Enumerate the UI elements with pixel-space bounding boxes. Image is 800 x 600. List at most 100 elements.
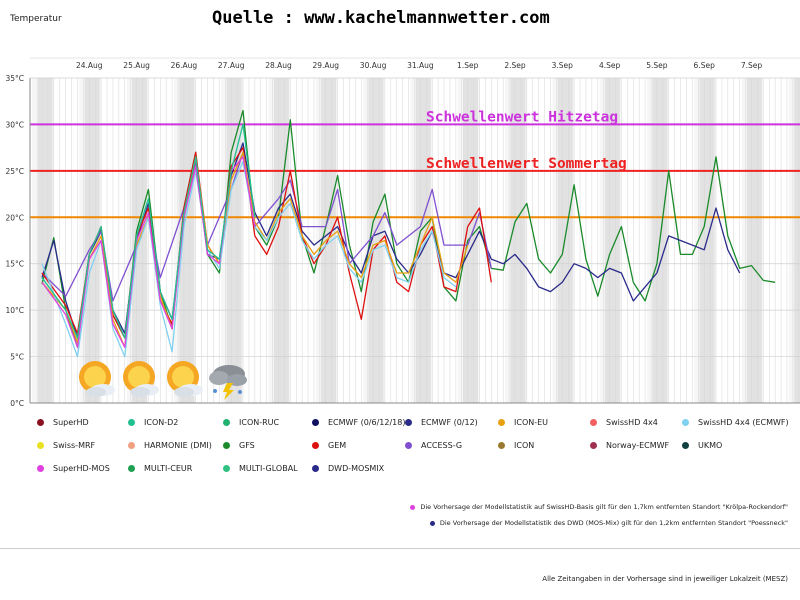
day-band — [763, 78, 789, 403]
sun-cloud-icon — [167, 361, 203, 397]
x-tick-label: 2.Sep — [504, 61, 526, 70]
threshold-lines: Schwellenwert Hitzetag Schwellenwert Somm… — [30, 109, 800, 219]
legend-marker — [312, 419, 319, 426]
night-band — [226, 78, 242, 403]
x-tick-label: 29.Aug — [313, 61, 340, 70]
legend-label: ACCESS-G — [421, 441, 463, 450]
x-tick-label: 6.Sep — [694, 61, 716, 70]
night-band — [37, 78, 53, 403]
night-band — [273, 78, 289, 403]
legend-label: HARMONIE (DMI) — [144, 441, 212, 450]
legend-marker — [590, 442, 597, 449]
legend-marker — [128, 419, 135, 426]
day-band — [574, 78, 600, 403]
legend-item: HARMONIE (DMI) — [128, 441, 212, 450]
legend-item: SwissHD 4x4 — [590, 418, 658, 427]
x-tick-label: 1.Sep — [457, 61, 479, 70]
series-line — [41, 123, 256, 339]
y-tick-label: 15°C — [5, 260, 24, 269]
legend-label: Swiss-MRF — [53, 441, 96, 450]
legend-label: SuperHD — [53, 418, 89, 427]
legend-item: SwissHD 4x4 (ECMWF) — [682, 418, 789, 427]
legend-item: ACCESS-G — [405, 441, 462, 450]
y-tick-label: 25°C — [5, 167, 24, 176]
weather-icons — [79, 361, 247, 400]
legend-marker — [128, 465, 135, 472]
y-axis-title: Temperatur — [10, 14, 62, 24]
x-tick-label: 30.Aug — [360, 61, 387, 70]
legend-label: ECMWF (0/12) — [421, 418, 478, 427]
day-band — [621, 78, 647, 403]
x-tick-label: 31.Aug — [407, 61, 434, 70]
legend-item: ICON-EU — [498, 418, 548, 427]
legend-label: GFS — [239, 441, 255, 450]
night-band — [462, 78, 479, 403]
legend-label: DWD-MOSMIX — [328, 464, 385, 473]
legend-label: Norway-ECMWF — [606, 441, 670, 450]
legend-item: ICON-RUC — [223, 418, 279, 427]
legend-marker — [37, 419, 44, 426]
x-tick-label: 27.Aug — [218, 61, 245, 70]
legend-marker — [682, 442, 689, 449]
day-band — [53, 78, 80, 403]
legend-label: GEM — [328, 441, 347, 450]
legend-marker — [223, 419, 230, 426]
legend-label: ICON-EU — [514, 418, 549, 427]
night-band — [321, 78, 337, 403]
legend-item: SuperHD-MOS — [37, 464, 110, 473]
y-tick-label: 20°C — [5, 213, 24, 222]
night-bands — [30, 78, 800, 403]
legend-item: ECMWF (0/12) — [405, 418, 478, 427]
legend-item: UKMO — [682, 441, 722, 450]
legend-label: SuperHD-MOS — [53, 464, 110, 473]
source-title: Quelle : www.kachelmannwetter.com — [212, 8, 550, 28]
night-band — [794, 78, 800, 403]
x-tick-label: 24.Aug — [76, 61, 103, 70]
day-band — [195, 78, 222, 403]
day-band — [243, 78, 269, 403]
night-band — [604, 78, 621, 403]
legend-item: ICON — [498, 441, 534, 450]
legend-marker — [498, 442, 505, 449]
legend-marker — [405, 442, 412, 449]
day-band — [526, 78, 553, 403]
legend-marker — [682, 419, 689, 426]
legend-marker — [312, 442, 319, 449]
legend-item: MULTI-GLOBAL — [223, 464, 298, 473]
night-band — [368, 78, 384, 403]
x-tick-label: 3.Sep — [552, 61, 574, 70]
night-band — [179, 78, 195, 403]
legend-label: ICON-D2 — [144, 418, 179, 427]
night-band — [510, 78, 526, 403]
timezone-note: Alle Zeitangaben in der Vorhersage sind … — [542, 575, 788, 583]
legend-marker — [312, 465, 319, 472]
y-tick-label: 0°C — [10, 399, 24, 408]
divider — [0, 548, 800, 549]
day-band — [30, 78, 33, 403]
legend-label: MULTI-GLOBAL — [239, 464, 298, 473]
legend-item: ECMWF (0/6/12/18) — [312, 418, 405, 427]
temperature-chart: Schwellenwert Hitzetag Schwellenwert Somm… — [5, 57, 800, 408]
night-band — [84, 78, 100, 403]
legend-item: ICON-D2 — [128, 418, 178, 427]
legend-item: Swiss-MRF — [37, 441, 95, 450]
legend-marker — [405, 419, 412, 426]
model-note: Die Vorhersage der Modellstatistik des D… — [429, 519, 788, 527]
series-lines — [41, 109, 776, 358]
legend-label: UKMO — [698, 441, 723, 450]
sun-cloud-icon — [123, 361, 159, 397]
day-band — [101, 78, 127, 403]
y-tick-label: 30°C — [5, 120, 24, 129]
axes: 0°C 5°C 10°C 15°C 20°C 25°C 30°C 35°C 24.Aug 25.A… — [5, 57, 800, 408]
legend-marker — [498, 419, 505, 426]
x-tick-label: 4.Sep — [599, 61, 621, 70]
legend-marker — [223, 465, 230, 472]
x-tick-label: 7.Sep — [741, 61, 763, 70]
legend-marker — [590, 419, 597, 426]
legend-label: ICON — [514, 441, 535, 450]
x-tick-label: 25.Aug — [123, 61, 150, 70]
y-tick-label: 5°C — [10, 353, 24, 362]
series-line — [41, 151, 492, 302]
legend-marker — [223, 442, 230, 449]
night-band — [746, 78, 762, 403]
